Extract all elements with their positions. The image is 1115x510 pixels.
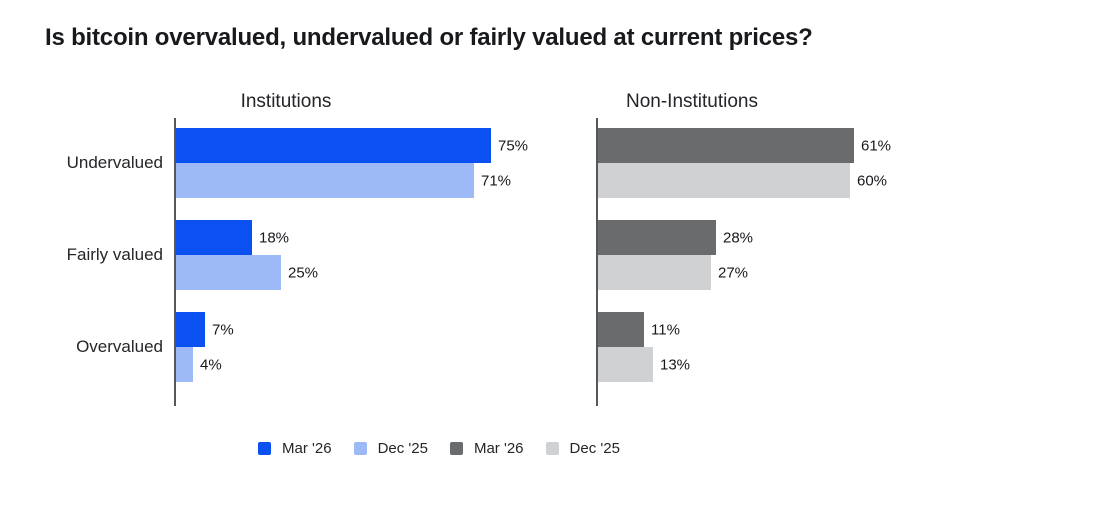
legend-label: Dec '25 bbox=[377, 440, 428, 457]
legend-swatch-icon bbox=[353, 442, 367, 455]
legend-item: Mar '26 bbox=[449, 440, 524, 457]
legend-swatch-icon bbox=[258, 442, 271, 455]
legend-item: Dec '25 bbox=[545, 440, 620, 457]
bar-value-label: 71% bbox=[481, 172, 512, 189]
bar-value-label: 7% bbox=[212, 321, 234, 338]
bar-value-label: 28% bbox=[723, 229, 754, 246]
legend-swatch-icon bbox=[449, 442, 463, 455]
legend-label: Dec '25 bbox=[569, 440, 620, 457]
category-label: Overvalued bbox=[76, 337, 163, 356]
bar: 60% bbox=[598, 163, 887, 198]
bar-value-label: 60% bbox=[857, 172, 888, 189]
legend-label: Mar '26 bbox=[282, 440, 332, 457]
bar-value-label: 11% bbox=[651, 321, 680, 338]
bar-value-label: 4% bbox=[200, 356, 222, 373]
legend-item: Mar '26 bbox=[258, 440, 332, 457]
bar: 71% bbox=[176, 163, 511, 198]
bar: 75% bbox=[176, 128, 528, 163]
bar: 27% bbox=[598, 255, 748, 290]
category-label: Undervalued bbox=[66, 153, 163, 172]
bar-value-label: 25% bbox=[288, 264, 319, 281]
bar: 11% bbox=[598, 312, 680, 347]
bar: 28% bbox=[598, 220, 753, 255]
bar-value-label: 61% bbox=[861, 137, 892, 154]
legend: Mar '26 Dec '25 Mar '26 Dec '25 bbox=[258, 440, 620, 457]
bar: 61% bbox=[598, 128, 891, 163]
bar: 4% bbox=[176, 347, 222, 382]
bar-value-label: 18% bbox=[259, 229, 290, 246]
legend-label: Mar '26 bbox=[473, 440, 524, 457]
panel-title-non-institutions: Non-Institutions bbox=[625, 91, 759, 112]
bar: 13% bbox=[598, 347, 690, 382]
panel-title-institutions: Institutions bbox=[240, 91, 332, 112]
chart-title: Is bitcoin overvalued, undervalued or fa… bbox=[45, 24, 813, 51]
legend-item: Dec '25 bbox=[353, 440, 428, 457]
bar-value-label: 75% bbox=[498, 137, 529, 154]
legend-swatch-icon bbox=[545, 442, 559, 455]
bar-value-label: 27% bbox=[718, 264, 749, 281]
institutions-plot: 75% 71% 18% 25% 7% 4% bbox=[174, 118, 576, 406]
non-institutions-plot: 61% 60% 28% 27% 11% 13% bbox=[596, 118, 998, 406]
bar: 18% bbox=[176, 220, 289, 255]
bar-value-label: 13% bbox=[660, 356, 691, 373]
bar: 7% bbox=[176, 312, 234, 347]
bar: 25% bbox=[176, 255, 318, 290]
category-label: Fairly valued bbox=[66, 245, 163, 264]
